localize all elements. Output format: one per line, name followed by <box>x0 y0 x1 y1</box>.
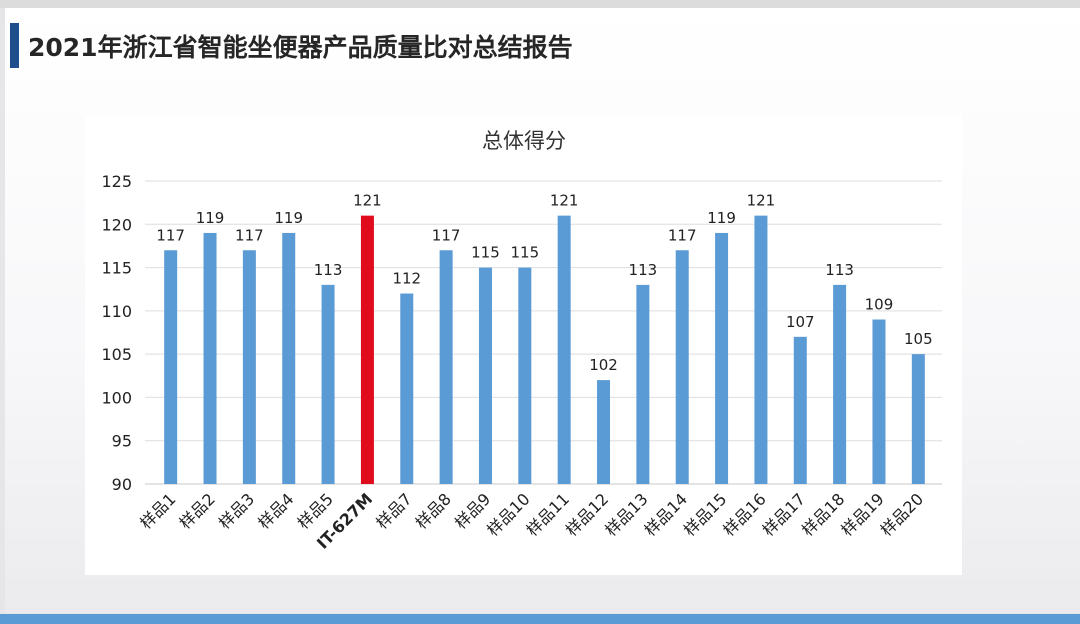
data-label: 115 <box>511 244 540 262</box>
bottom-bar <box>0 614 1080 624</box>
x-category-label: 样品15 <box>680 489 730 539</box>
page-title: 2021年浙江省智能坐便器产品质量比对总结报告 <box>28 33 573 62</box>
data-label: 107 <box>786 313 815 331</box>
data-label: 117 <box>235 226 264 244</box>
x-category-label: 样品16 <box>719 489 769 539</box>
bar <box>164 250 178 484</box>
x-category-label: 样品12 <box>562 489 612 539</box>
data-label: 109 <box>865 296 894 314</box>
x-category-label: 样品2 <box>176 489 219 532</box>
bar <box>360 215 374 484</box>
bar <box>597 380 611 484</box>
bar <box>911 354 925 484</box>
x-category-label: 样品19 <box>837 489 887 539</box>
x-category-label: 样品4 <box>254 489 297 532</box>
bar <box>833 284 847 484</box>
data-label: 112 <box>392 270 421 288</box>
x-category-label: 样品18 <box>798 489 848 539</box>
x-category-label: 样品20 <box>877 489 927 539</box>
title-accent-bar <box>10 23 19 68</box>
x-category-label: 样品14 <box>641 489 691 539</box>
data-label: 117 <box>668 226 697 244</box>
x-category-label: 样品11 <box>523 489 573 539</box>
y-tick-label: 100 <box>101 388 132 407</box>
bar <box>518 267 532 484</box>
bar <box>242 250 256 484</box>
bar <box>872 319 886 484</box>
x-category-label: 样品8 <box>412 489 455 532</box>
bar <box>439 250 453 484</box>
y-tick-label: 115 <box>101 259 132 278</box>
data-label: 117 <box>432 226 461 244</box>
bar <box>715 232 729 484</box>
x-category-label: 样品17 <box>759 489 809 539</box>
data-label: 119 <box>274 209 303 227</box>
data-label: 105 <box>904 330 933 348</box>
y-tick-label: 105 <box>101 345 132 364</box>
data-label: 115 <box>471 244 500 262</box>
x-category-label: 样品7 <box>372 489 415 532</box>
bar <box>793 336 807 484</box>
bar <box>321 284 335 484</box>
data-label: 119 <box>196 209 225 227</box>
y-tick-label: 120 <box>101 215 132 234</box>
x-category-label: 样品10 <box>483 489 533 539</box>
y-tick-label: 110 <box>101 302 132 321</box>
data-label: 113 <box>629 261 658 279</box>
bar <box>675 250 689 484</box>
bar <box>282 232 296 484</box>
x-category-label: 样品3 <box>215 489 258 532</box>
top-strip <box>0 0 1080 8</box>
data-label: 117 <box>156 226 185 244</box>
data-label: 119 <box>707 209 736 227</box>
data-label: 121 <box>550 192 579 210</box>
data-label: 102 <box>589 356 618 374</box>
y-tick-label: 125 <box>101 172 132 191</box>
bar <box>400 293 414 484</box>
bar <box>636 284 650 484</box>
bar <box>478 267 492 484</box>
x-category-label: 样品1 <box>136 489 179 532</box>
data-label: 121 <box>353 192 382 210</box>
chart-title: 总体得分 <box>482 129 566 153</box>
y-tick-label: 95 <box>112 432 132 451</box>
bar <box>754 215 768 484</box>
data-label: 121 <box>747 192 776 210</box>
bar <box>557 215 571 484</box>
y-tick-label: 90 <box>112 475 132 494</box>
data-label: 113 <box>314 261 343 279</box>
data-label: 113 <box>825 261 854 279</box>
bar <box>203 232 217 484</box>
x-category-label: 样品13 <box>601 489 651 539</box>
